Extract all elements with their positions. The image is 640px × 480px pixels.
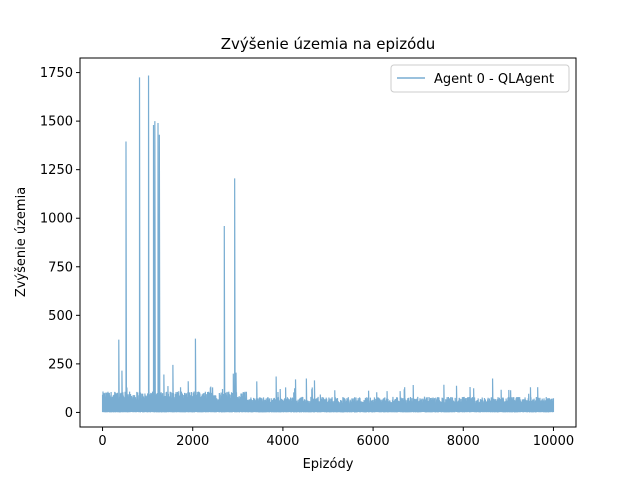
series-line-agent-0: [101, 75, 555, 413]
x-axis: 0 2000 4000 6000 8000 10000: [98, 427, 574, 449]
y-tick-label: 1000: [40, 212, 73, 227]
y-tick-label: 0: [65, 406, 73, 421]
x-tick-label: 0: [98, 434, 106, 449]
y-tick-label: 250: [48, 357, 73, 372]
chart-title: Zvýšenie územia na epizódu: [221, 35, 436, 53]
series-lines: [101, 75, 555, 413]
y-axis: 0 250 500 750 1000 1250 1500 1750: [40, 66, 80, 421]
y-tick-label: 500: [48, 309, 73, 324]
legend-box: [390, 64, 570, 93]
y-tick-label: 1500: [40, 115, 73, 130]
x-tick-label: 6000: [357, 434, 390, 449]
x-tick-label: 2000: [176, 434, 209, 449]
x-tick-label: 8000: [447, 434, 480, 449]
y-axis-label: Zvýšenie územia: [14, 187, 29, 297]
axes-frame: [79, 57, 577, 428]
x-tick-label: 4000: [266, 434, 299, 449]
y-tick-label: 1750: [40, 66, 73, 81]
legend: Agent 0 - QLAgent: [390, 64, 570, 93]
plot-area: [79, 57, 577, 428]
y-tick-label: 1250: [40, 163, 73, 178]
y-tick-label: 750: [48, 260, 73, 275]
x-tick-label: 10000: [533, 434, 574, 449]
x-axis-label: Epizódy: [303, 457, 354, 472]
legend-label: Agent 0 - QLAgent: [434, 72, 554, 87]
